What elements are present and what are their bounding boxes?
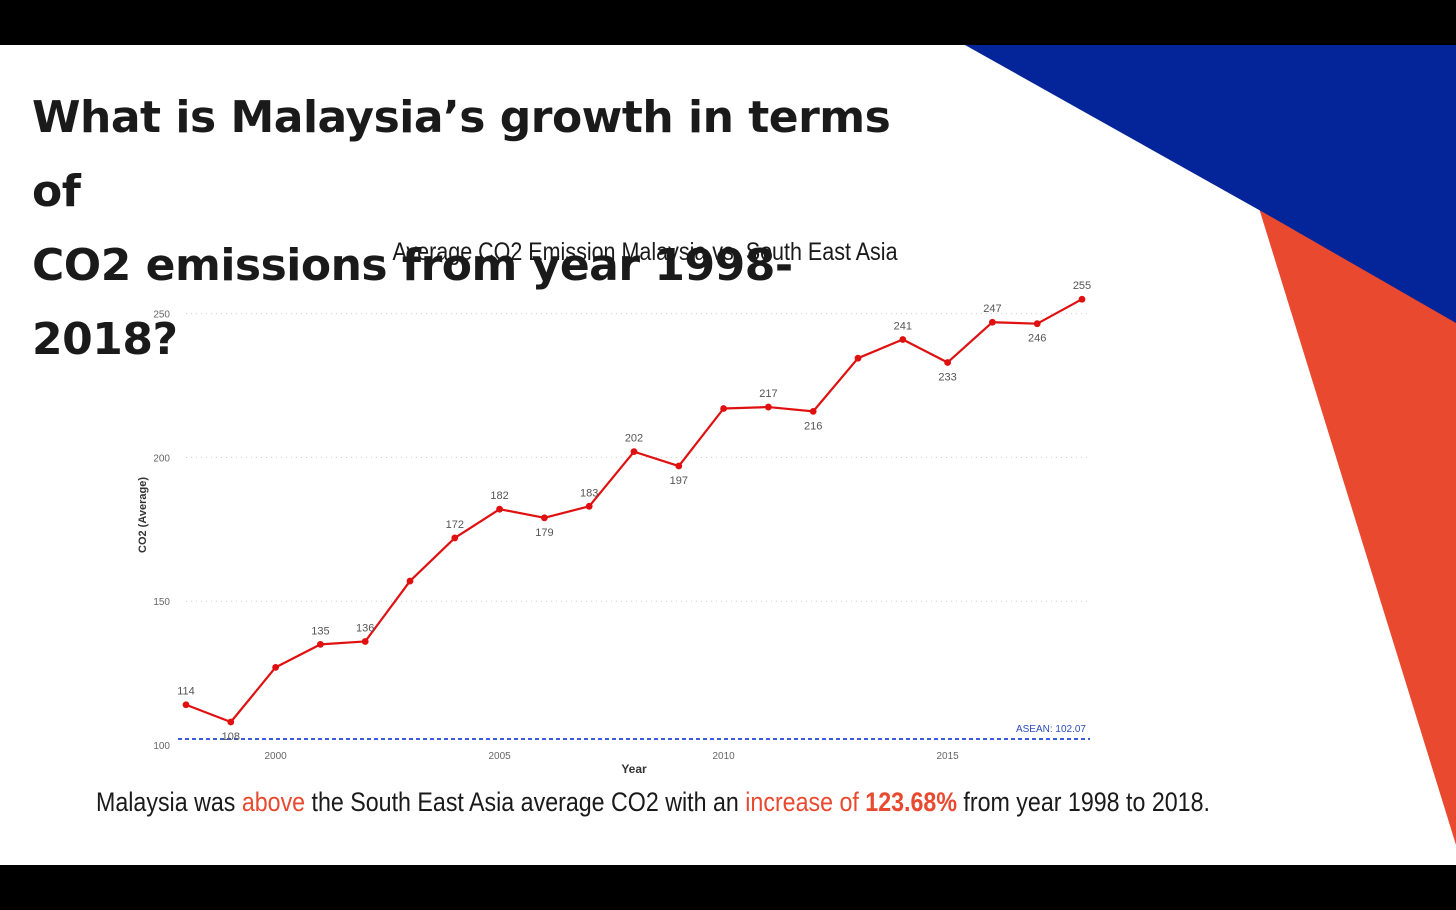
gridlines [186, 313, 1090, 602]
line-chart: ASEAN: 102.07 100 150 200 250 2000 2005 2010 20… [137, 280, 1091, 776]
data-label: 217 [759, 388, 777, 400]
data-label: 183 [580, 487, 598, 499]
x-tick-label: 2005 [488, 751, 511, 762]
caption-highlight-above: above [241, 787, 306, 817]
data-point [854, 354, 862, 362]
caption-highlight-increase: increase of [745, 787, 866, 817]
data-point [1033, 320, 1041, 328]
data-point [496, 505, 503, 513]
slide: What is Malaysia’s growth in terms of CO… [0, 45, 1456, 865]
data-label: 246 [1028, 333, 1046, 345]
axes: 100 150 200 250 2000 2005 2010 2015 Year CO2 (Ave… [137, 310, 959, 776]
data-label: 108 [222, 731, 240, 743]
caption-text-3: from year 1998 to 2018. [956, 787, 1210, 817]
blue-triangle-shape [965, 45, 1456, 323]
data-label: 241 [894, 320, 912, 332]
x-tick-label: 2010 [712, 751, 735, 762]
data-point [227, 718, 235, 726]
data-label: 202 [625, 433, 643, 445]
data-label: 247 [983, 303, 1001, 315]
data-point [809, 407, 817, 415]
y-tick-label: 200 [153, 453, 170, 464]
data-label: 135 [311, 625, 329, 637]
data-label: 233 [938, 371, 956, 383]
data-point [1078, 295, 1086, 303]
data-point [720, 405, 727, 412]
data-label: 182 [490, 490, 508, 502]
data-point [406, 577, 414, 585]
data-point [765, 403, 772, 411]
data-point [989, 318, 996, 326]
data-point [585, 502, 593, 510]
chart-title: Average CO2 Emission Malaysia vs. South … [392, 238, 898, 266]
decorative-shapes [965, 45, 1456, 845]
data-point [944, 359, 951, 366]
data-point [361, 638, 369, 645]
data-point [630, 448, 638, 456]
red-stripe-shape [1258, 205, 1456, 845]
data-point [272, 663, 279, 671]
y-tick-label: 100 [153, 741, 170, 752]
data-point [675, 462, 683, 470]
x-axis-title: Year [621, 762, 647, 776]
data-point [451, 534, 459, 542]
data-point [317, 640, 324, 648]
series-group [182, 295, 1086, 726]
caption: Malaysia was above the South East Asia a… [96, 787, 1210, 818]
y-tick-label: 250 [153, 310, 170, 321]
x-tick-label: 2000 [264, 751, 287, 762]
y-tick-label: 150 [153, 597, 170, 608]
data-label: 216 [804, 420, 822, 432]
slide-headline: What is Malaysia’s growth in terms of CO… [32, 81, 932, 377]
data-label: 172 [446, 519, 464, 531]
caption-text-2: the South East Asia average CO2 with an [305, 787, 746, 817]
headline-line-2: CO2 emissions from year 1998-2018? [32, 240, 793, 365]
data-label: 136 [356, 622, 374, 634]
data-point [182, 701, 190, 709]
data-point [541, 514, 548, 522]
reference-line-group: ASEAN: 102.07 [178, 724, 1090, 741]
data-label: 197 [670, 475, 688, 487]
data-label: 255 [1073, 280, 1091, 292]
data-label: 179 [535, 527, 553, 539]
asean-average-label: ASEAN: 102.07 [1016, 724, 1086, 735]
data-point [899, 336, 907, 343]
point-labels: 114 108 135 136 172 182 179 183 202 197 217 216 241 2… [177, 280, 1091, 743]
headline-line-1: What is Malaysia’s growth in terms of [32, 92, 891, 217]
caption-highlight-percent: 123.68% [865, 787, 957, 817]
x-tick-label: 2015 [936, 751, 959, 762]
caption-text-1: Malaysia was [96, 787, 242, 817]
y-axis-title: CO2 (Average) [137, 477, 149, 553]
data-label: 114 [177, 686, 195, 698]
